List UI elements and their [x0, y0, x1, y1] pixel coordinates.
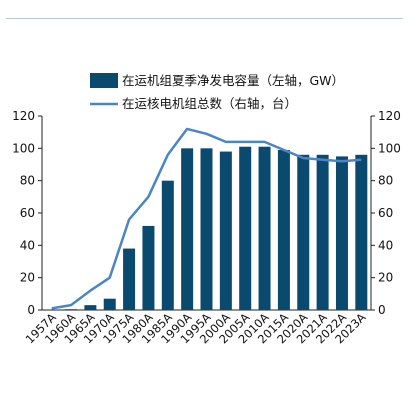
bar-series [46, 147, 368, 310]
bar-2000A [220, 152, 232, 310]
y-right-tick-label: 100 [378, 141, 401, 155]
bar-1980A [142, 226, 154, 310]
bar-2005A [239, 147, 251, 310]
y-right-tick-label: 80 [378, 174, 393, 188]
y-left-tick-label: 100 [12, 141, 35, 155]
bar-1965A [84, 305, 96, 310]
legend-swatch-bar [90, 73, 118, 88]
bar-1970A [104, 299, 116, 310]
y-left-tick-label: 60 [20, 206, 35, 220]
y-left-tick-label: 20 [20, 271, 35, 285]
bar-2022A [336, 156, 348, 310]
bar-1960A [65, 309, 77, 310]
y-right-tick-label: 60 [378, 206, 393, 220]
y-left-tick-label: 40 [20, 238, 35, 252]
y-left-tick-label: 120 [12, 109, 35, 123]
bar-1990A [181, 148, 193, 310]
y-right-tick-label: 20 [378, 271, 393, 285]
bar-1995A [201, 148, 213, 310]
bar-1975A [123, 249, 135, 310]
legend-label-bar: 在运机组夏季净发电容量（左轴，GW） [122, 73, 344, 88]
y-right-tick-label: 40 [378, 238, 393, 252]
y-right-tick-label: 120 [378, 109, 401, 123]
bar-2010A [259, 147, 271, 310]
x-axis-labels: 1957A1960A1965A1970A1975A1980A1985A1990A… [23, 310, 369, 346]
bar-2020A [297, 155, 309, 310]
y-left-tick-label: 0 [27, 303, 35, 317]
legend: 在运机组夏季净发电容量（左轴，GW） 在运核电机组总数（右轴，台） [90, 73, 344, 111]
bar-2023A [355, 155, 367, 310]
legend-label-line: 在运核电机组总数（右轴，台） [122, 96, 297, 111]
y-left-tick-label: 80 [20, 174, 35, 188]
top-divider [6, 18, 403, 19]
bar-2021A [317, 155, 329, 310]
bar-1985A [162, 181, 174, 310]
bar-2015A [278, 150, 290, 310]
y-right-tick-label: 0 [378, 303, 386, 317]
